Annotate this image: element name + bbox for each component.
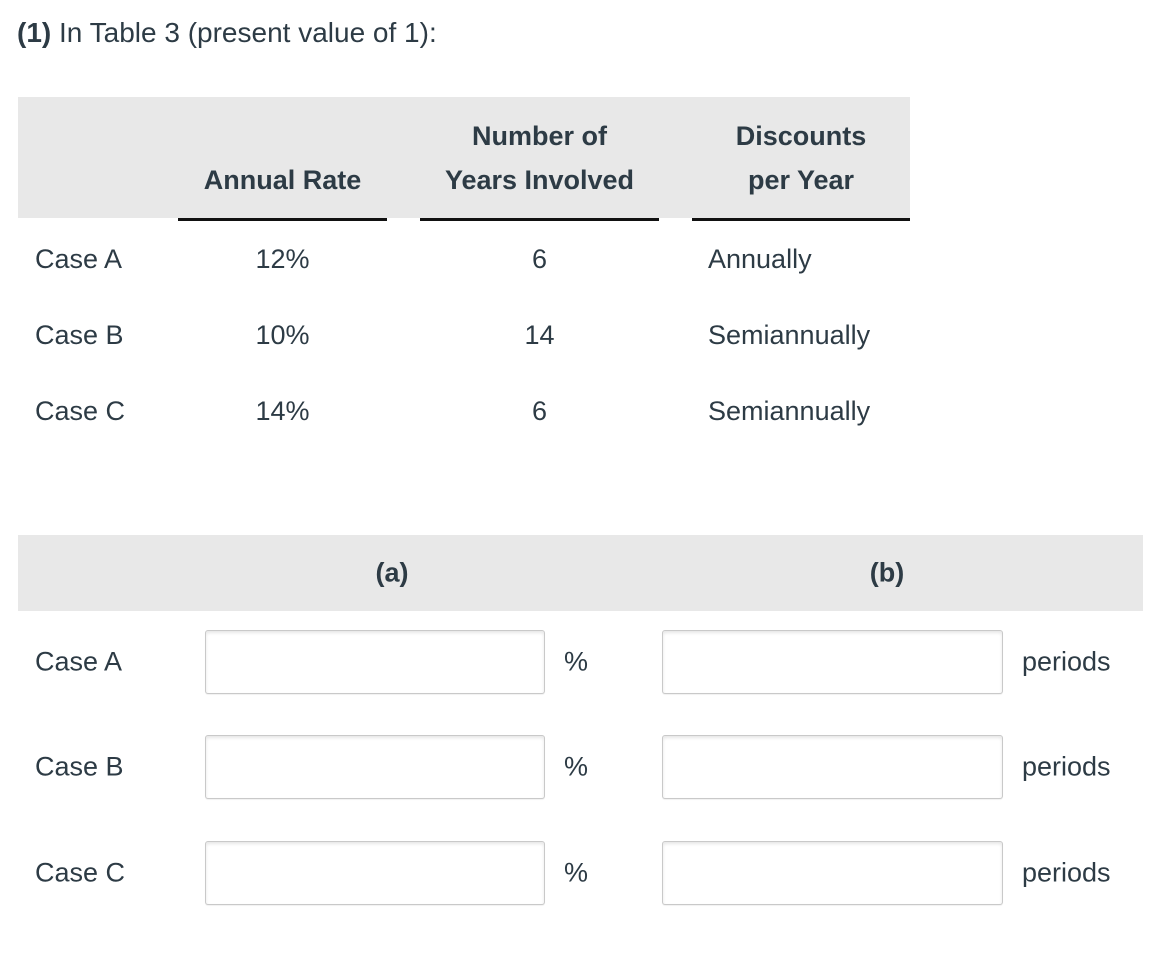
- percent-unit-label: %: [563, 857, 589, 888]
- answer-col-b-header: (b): [869, 557, 905, 588]
- periods-unit-label: periods: [1022, 751, 1111, 782]
- discounts-value: Semiannually: [708, 396, 871, 426]
- row-label: Case C: [35, 857, 126, 888]
- percent-unit-label: %: [563, 646, 589, 677]
- info-table-header-discounts: Discounts per Year: [692, 97, 910, 218]
- years-value: 6: [531, 244, 548, 274]
- row-label: Case A: [35, 646, 123, 677]
- info-table-row-case-a: Case A 12% 6 Annually: [0, 221, 1176, 297]
- answer-row-case-a: Case A % periods: [0, 630, 1176, 694]
- case-a-periods-input[interactable]: [662, 630, 1003, 694]
- question-number: (1): [17, 17, 52, 48]
- question-title-text: In Table 3 (present value of 1):: [59, 17, 437, 48]
- info-table-header-annual-rate: Annual Rate: [178, 97, 387, 218]
- answer-row-case-c: Case C % periods: [0, 841, 1176, 905]
- years-header-underline: [420, 218, 659, 221]
- years-header-line1: Number of: [472, 121, 607, 151]
- case-b-rate-input[interactable]: [205, 735, 545, 799]
- annual-rate-value: 14%: [255, 396, 310, 426]
- annual-rate-header-underline: [178, 218, 387, 221]
- question-title: (1) In Table 3 (present value of 1):: [17, 14, 437, 52]
- case-a-rate-input[interactable]: [205, 630, 545, 694]
- discounts-value: Annually: [708, 244, 812, 274]
- case-c-periods-input[interactable]: [662, 841, 1003, 905]
- info-table-row-case-b: Case B 10% 14 Semiannually: [0, 297, 1176, 373]
- percent-unit-label: %: [563, 751, 589, 782]
- row-label: Case C: [35, 396, 126, 426]
- answer-row-case-b: Case B % periods: [0, 735, 1176, 799]
- case-b-periods-input[interactable]: [662, 735, 1003, 799]
- discounts-header-line2: per Year: [747, 165, 855, 195]
- answer-table-header-bg: (a) (b): [18, 535, 1143, 611]
- discounts-header-underline: [692, 218, 910, 221]
- years-header-line2: Years Involved: [444, 165, 635, 195]
- info-table-header-bg: [18, 97, 910, 218]
- years-value: 6: [531, 396, 548, 426]
- info-table-row-case-c: Case C 14% 6 Semiannually: [0, 373, 1176, 449]
- row-label: Case B: [35, 320, 124, 350]
- case-c-rate-input[interactable]: [205, 841, 545, 905]
- annual-rate-value: 12%: [255, 244, 310, 274]
- discounts-value: Semiannually: [708, 320, 871, 350]
- info-table-header-years: Number of Years Involved: [420, 97, 659, 218]
- annual-rate-value: 10%: [255, 320, 310, 350]
- row-label: Case A: [35, 244, 123, 274]
- years-value: 14: [524, 320, 555, 350]
- discounts-header-line1: Discounts: [735, 121, 867, 151]
- annual-rate-header-label: Annual Rate: [203, 165, 362, 195]
- row-label: Case B: [35, 751, 124, 782]
- answer-col-a-header: (a): [375, 557, 409, 588]
- periods-unit-label: periods: [1022, 646, 1111, 677]
- periods-unit-label: periods: [1022, 857, 1111, 888]
